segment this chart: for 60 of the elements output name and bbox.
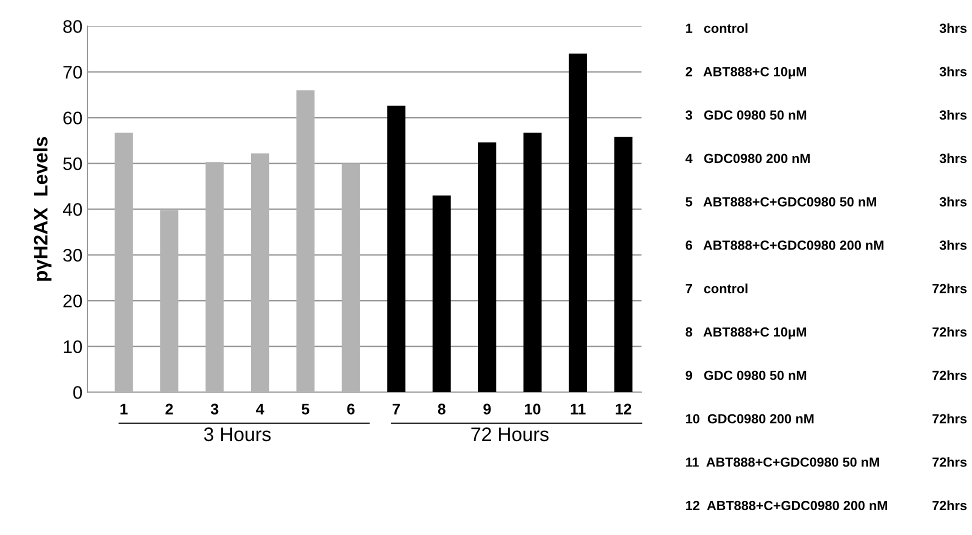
text: 72hrs <box>932 284 967 294</box>
text: 3hrs <box>940 240 967 250</box>
text: 7 control <box>686 284 748 294</box>
bar <box>250 153 270 392</box>
y-tick-label: 70 <box>63 66 82 79</box>
bar <box>160 210 178 392</box>
bar <box>114 132 133 392</box>
x-tick-label: 11 <box>570 404 586 414</box>
text: 72hrs <box>932 414 967 424</box>
y-tick-label: 60 <box>63 112 82 124</box>
text: 9 GDC 0980 50 nM <box>686 370 806 380</box>
text: 3hrs <box>940 153 967 164</box>
x-tick-label: 8 <box>438 404 446 414</box>
x-tick-label: 1 <box>120 404 128 414</box>
x-tick-label: 3 <box>210 404 218 415</box>
x-tick-label: 10 <box>524 404 540 414</box>
bar <box>523 132 542 392</box>
bar <box>296 90 315 392</box>
text: 72hrs <box>932 326 967 337</box>
text: 10 GDC0980 200 nM <box>686 414 814 424</box>
bar <box>568 54 588 392</box>
x-tick-label: 4 <box>256 404 264 414</box>
text: 72hrs <box>932 500 967 510</box>
y-tick-label: 0 <box>73 386 82 399</box>
x-tick-label: 9 <box>483 404 491 414</box>
text: 72 Hours <box>471 427 549 442</box>
y-axis-title: pγH2AX Levels <box>33 137 52 281</box>
text: 11 ABT888+C+GDC0980 50 nM <box>686 457 879 467</box>
text: 3 Hours <box>204 427 271 442</box>
x-tick-label: 2 <box>166 404 173 414</box>
y-tick-label: 40 <box>62 203 82 216</box>
bar <box>342 163 360 392</box>
bar <box>614 136 632 392</box>
y-tick-label: 30 <box>63 248 82 262</box>
y-tick-label: 10 <box>64 340 82 354</box>
text: 3hrs <box>940 110 967 120</box>
bar <box>206 162 224 392</box>
x-tick-label: 5 <box>302 404 310 414</box>
text: 72hrs <box>932 457 967 467</box>
x-tick-label: 6 <box>347 404 355 414</box>
x-tick-label: 12 <box>616 404 632 414</box>
text: 2 ABT888+C 10μM <box>686 67 806 79</box>
bar <box>478 142 496 392</box>
y-tick-label: 20 <box>63 294 82 308</box>
x-tick-label: 7 <box>392 404 400 414</box>
text: 4 GDC0980 200 nM <box>685 154 810 164</box>
text: 3hrs <box>940 66 967 76</box>
text: 5 ABT888+C+GDC0980 50 nM <box>686 197 876 206</box>
y-tick-label: 50 <box>63 157 82 170</box>
text: 72hrs <box>932 370 967 380</box>
text: 8 ABT888+C 10μM <box>686 327 806 340</box>
text: 3hrs <box>940 196 967 207</box>
text: 12 ABT888+C+GDC0980 200 nM <box>686 500 888 510</box>
bar <box>432 195 451 392</box>
text: 3hrs <box>940 23 967 33</box>
text: 1 control <box>686 23 748 33</box>
text: 3 GDC 0980 50 nM <box>686 110 806 120</box>
bar <box>387 106 406 392</box>
text: 6 ABT888+C+GDC0980 200 nM <box>686 240 884 250</box>
y-tick-label: 80 <box>63 20 82 33</box>
